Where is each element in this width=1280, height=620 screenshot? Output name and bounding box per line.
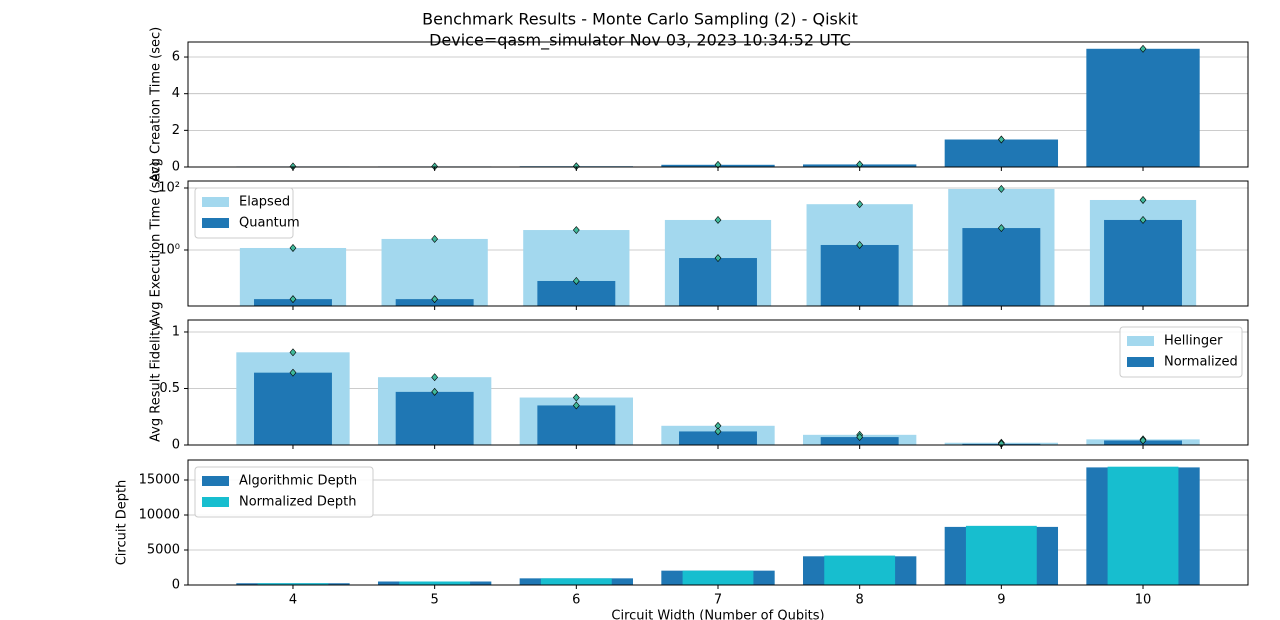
- bar: [679, 431, 757, 445]
- marker: [714, 427, 722, 436]
- marker: [572, 277, 580, 285]
- y-tick-label: 15000: [139, 472, 180, 487]
- y-tick-label: 10000: [139, 507, 180, 522]
- y-tick-label: 10⁰: [158, 242, 180, 257]
- x-tick-label: 8: [856, 593, 864, 608]
- y-tick-label: 0: [172, 438, 180, 453]
- bar: [1104, 219, 1182, 306]
- y-tick-label: 2: [172, 123, 180, 138]
- legend-label: Hellinger: [1164, 334, 1223, 349]
- x-tick-label: 10: [1135, 593, 1152, 608]
- legend-box: [194, 466, 374, 518]
- legend-label: Elapsed: [239, 195, 290, 210]
- marker: [572, 393, 580, 402]
- legend-swatch: [1127, 357, 1154, 367]
- bar: [820, 244, 899, 306]
- bar: [537, 280, 616, 306]
- marker: [997, 135, 1005, 144]
- bar: [962, 228, 1041, 306]
- bar: [254, 372, 332, 445]
- y-tick-label: 4: [172, 86, 180, 101]
- bar: [1086, 48, 1200, 167]
- marker: [289, 368, 297, 377]
- marker: [856, 200, 864, 209]
- marker: [431, 387, 439, 396]
- marker: [572, 401, 580, 410]
- y-axis-label: Avg Result Fidelity: [149, 323, 164, 442]
- y-tick-label: 0: [172, 160, 180, 175]
- marker: [856, 433, 864, 442]
- marker: [431, 373, 439, 382]
- marker: [572, 226, 580, 234]
- bar: [682, 570, 754, 585]
- bar: [257, 583, 329, 585]
- marker: [997, 185, 1005, 193]
- marker: [1139, 216, 1147, 224]
- y-axis-label: Avg Execution Time (sec): [149, 161, 164, 325]
- marker: [714, 254, 722, 262]
- y-tick-label: 0: [172, 578, 180, 593]
- y-tick-label: 0.5: [159, 381, 180, 396]
- x-tick-label: 9: [997, 593, 1005, 608]
- legend-label: Normalized Depth: [239, 495, 356, 510]
- x-tick-label: 4: [289, 593, 297, 608]
- legend-swatch: [202, 497, 229, 507]
- legend-swatch: [202, 476, 229, 486]
- bar: [537, 405, 616, 445]
- bar: [395, 391, 474, 445]
- y-tick-label: 6: [172, 50, 180, 65]
- marker: [1139, 196, 1147, 204]
- y-axis-label: Avg Creation Time (sec): [149, 27, 164, 182]
- chart-title: Benchmark Results - Monte Carlo Sampling…: [422, 10, 858, 29]
- marker: [431, 295, 439, 304]
- bar: [944, 139, 1059, 167]
- bar: [679, 258, 757, 306]
- bar: [1107, 466, 1179, 585]
- marker: [997, 224, 1005, 233]
- x-tick-label: 7: [714, 593, 722, 608]
- legend-swatch: [202, 197, 229, 207]
- y-tick-label: 1: [172, 324, 180, 339]
- marker: [714, 216, 722, 224]
- marker: [1139, 436, 1147, 445]
- legend-swatch: [1127, 336, 1154, 346]
- x-tick-label: 6: [572, 593, 580, 608]
- marker: [431, 234, 439, 243]
- marker: [289, 295, 297, 304]
- marker: [289, 348, 297, 357]
- chart-subtitle: Device=qasm_simulator Nov 03, 2023 10:34…: [429, 31, 851, 51]
- bar: [540, 578, 612, 585]
- marker: [289, 244, 297, 252]
- legend-swatch: [202, 218, 229, 228]
- y-axis-label: Circuit Depth: [115, 480, 130, 566]
- marker: [1139, 44, 1147, 53]
- bar: [965, 525, 1037, 585]
- y-tick-label: 10²: [158, 180, 180, 195]
- legend-label: Normalized: [1164, 355, 1238, 370]
- legend-label: Quantum: [239, 216, 300, 231]
- bar: [824, 555, 896, 585]
- bar: [399, 581, 471, 585]
- y-tick-label: 5000: [147, 542, 180, 557]
- marker: [856, 241, 864, 249]
- x-axis-label: Circuit Width (Number of Qubits): [611, 609, 824, 620]
- legend-label: Algorithmic Depth: [239, 474, 357, 489]
- x-tick-label: 5: [431, 593, 439, 608]
- bar: [381, 238, 488, 306]
